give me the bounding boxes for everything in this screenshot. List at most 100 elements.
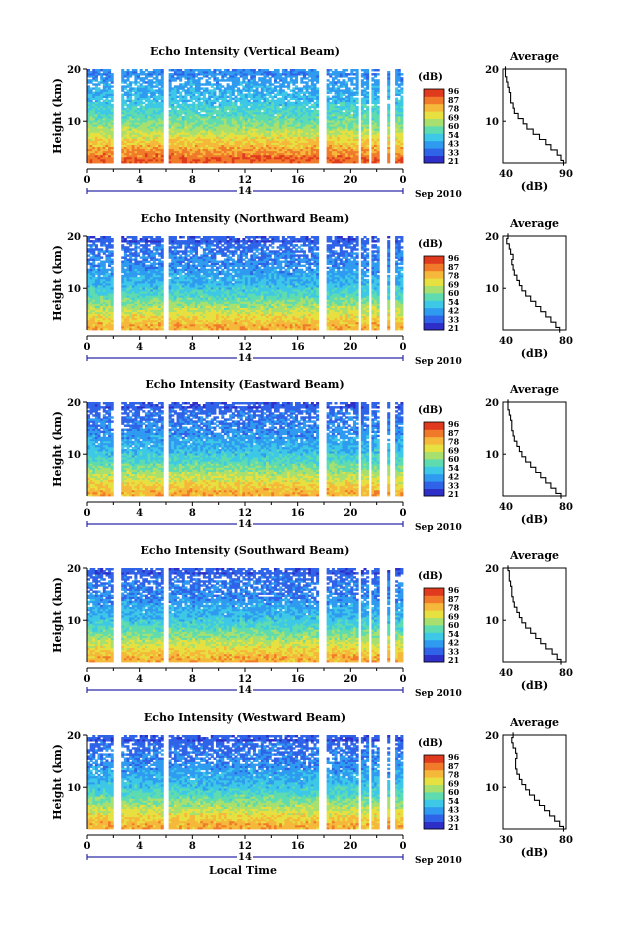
heatmap-cell [148,71,151,73]
heatmap-cell [153,89,156,91]
heatmap-cell [103,77,106,79]
heatmap-cell [103,100,106,102]
heatmap-cell [100,89,103,91]
heatmap-cell [150,71,153,73]
heatmap-cell [127,89,130,91]
heatmap-cell [95,69,98,71]
heatmap-cell [92,87,95,89]
heatmap-cell [179,91,182,93]
heatmap-cell [124,85,127,87]
heatmap-cell [129,71,132,73]
heatmap-cell [169,73,172,75]
heatmap-cell [158,69,161,71]
heatmap-cell [92,102,95,104]
heatmap-cell [105,69,108,71]
heatmap-cell [171,69,174,71]
heatmap-cell [103,69,106,71]
figure-canvas: Echo Intensity (Vertical Beam) Height (km… [0,0,621,929]
heatmap-cell [124,100,127,102]
heatmap-cell [132,100,135,102]
heatmap-cell [169,69,172,71]
heatmap-cell [153,77,156,79]
heatmap-cell [142,102,145,104]
heatmap-cell [158,87,161,89]
heatmap-cell [179,69,182,71]
heatmap-cell [92,91,95,93]
heatmap-cell [142,85,145,87]
heatmap-cell [140,77,143,79]
heatmap-cell [150,79,153,81]
heatmap-cell [100,73,103,75]
heatmap-cells [87,69,403,163]
heatmap-cell [127,104,130,106]
heatmap-cell [98,87,101,89]
heatmap-cell [177,85,180,87]
heatmap-cell [134,69,137,71]
heatmap-cell [127,83,130,85]
heatmap-cell [140,69,143,71]
heatmap-cell [171,87,174,89]
heatmap-cell [142,71,145,73]
panel-1: Echo Intensity (Vertical Beam) Height (km… [51,45,573,200]
heatmap-cell [98,81,101,83]
heatmap-cell [148,79,151,81]
heatmap-cell [90,87,93,89]
heatmap-cell [174,106,177,108]
heatmap-cell [111,73,114,75]
panel-title: Echo Intensity (Vertical Beam) [150,45,340,58]
heatmap-cell [132,69,135,71]
heatmap-cell [124,108,127,110]
heatmap-cell [153,81,156,83]
heatmap-cell [155,96,158,98]
heatmap-cell [137,81,140,83]
heatmap-cell [132,81,135,83]
heatmap-cell [142,77,145,79]
heatmap-cell [134,87,137,89]
heatmap-cell [129,81,132,83]
echo-intensity-figure: Echo Intensity (Vertical Beam) Height (km… [0,0,621,933]
heatmap-cell [108,69,111,71]
heatmap-cell [148,96,151,98]
heatmap-cell [100,102,103,104]
heatmap-cell [145,85,148,87]
heatmap-cell [108,100,111,102]
heatmap-cell [90,79,93,81]
heatmap-cell [100,69,103,71]
heatmap-cell [179,104,182,106]
heatmap-cell [177,110,180,112]
heatmap-cell [132,94,135,96]
heatmap-cell [171,73,174,75]
heatmap-cell [111,85,114,87]
heatmap-cell [155,69,158,71]
heatmap-cell [121,69,124,71]
heatmap-cell [150,100,153,102]
heatmap-cell [108,83,111,85]
heatmap-cell [158,79,161,81]
heatmap-cell [124,79,127,81]
heatmap-cell [177,69,180,71]
heatmap-cell [137,108,140,110]
heatmap-cell [174,85,177,87]
heatmap-cell [140,83,143,85]
heatmap-cell [145,73,148,75]
heatmap-cell [124,91,127,93]
heatmap-cell [169,110,172,112]
heatmap-cell [145,81,148,83]
heatmap-cell [132,87,135,89]
heatmap-cell [155,89,158,91]
heatmap-cell [153,69,156,71]
heatmap-cell [145,69,148,71]
y-axis-label: Height (km) [51,78,64,154]
heatmap-cell [90,71,93,73]
heatmap-cell [137,85,140,87]
heatmap-cell [177,96,180,98]
heatmap-cell [142,106,145,108]
heatmap-cell [177,100,180,102]
heatmap-cell [161,69,164,71]
heatmap-cell [124,71,127,73]
heatmap-cell [111,89,114,91]
heatmap-cell [153,85,156,87]
heatmap-cell [137,73,140,75]
heatmap-cell [174,69,177,71]
heatmap-cell [174,77,177,79]
